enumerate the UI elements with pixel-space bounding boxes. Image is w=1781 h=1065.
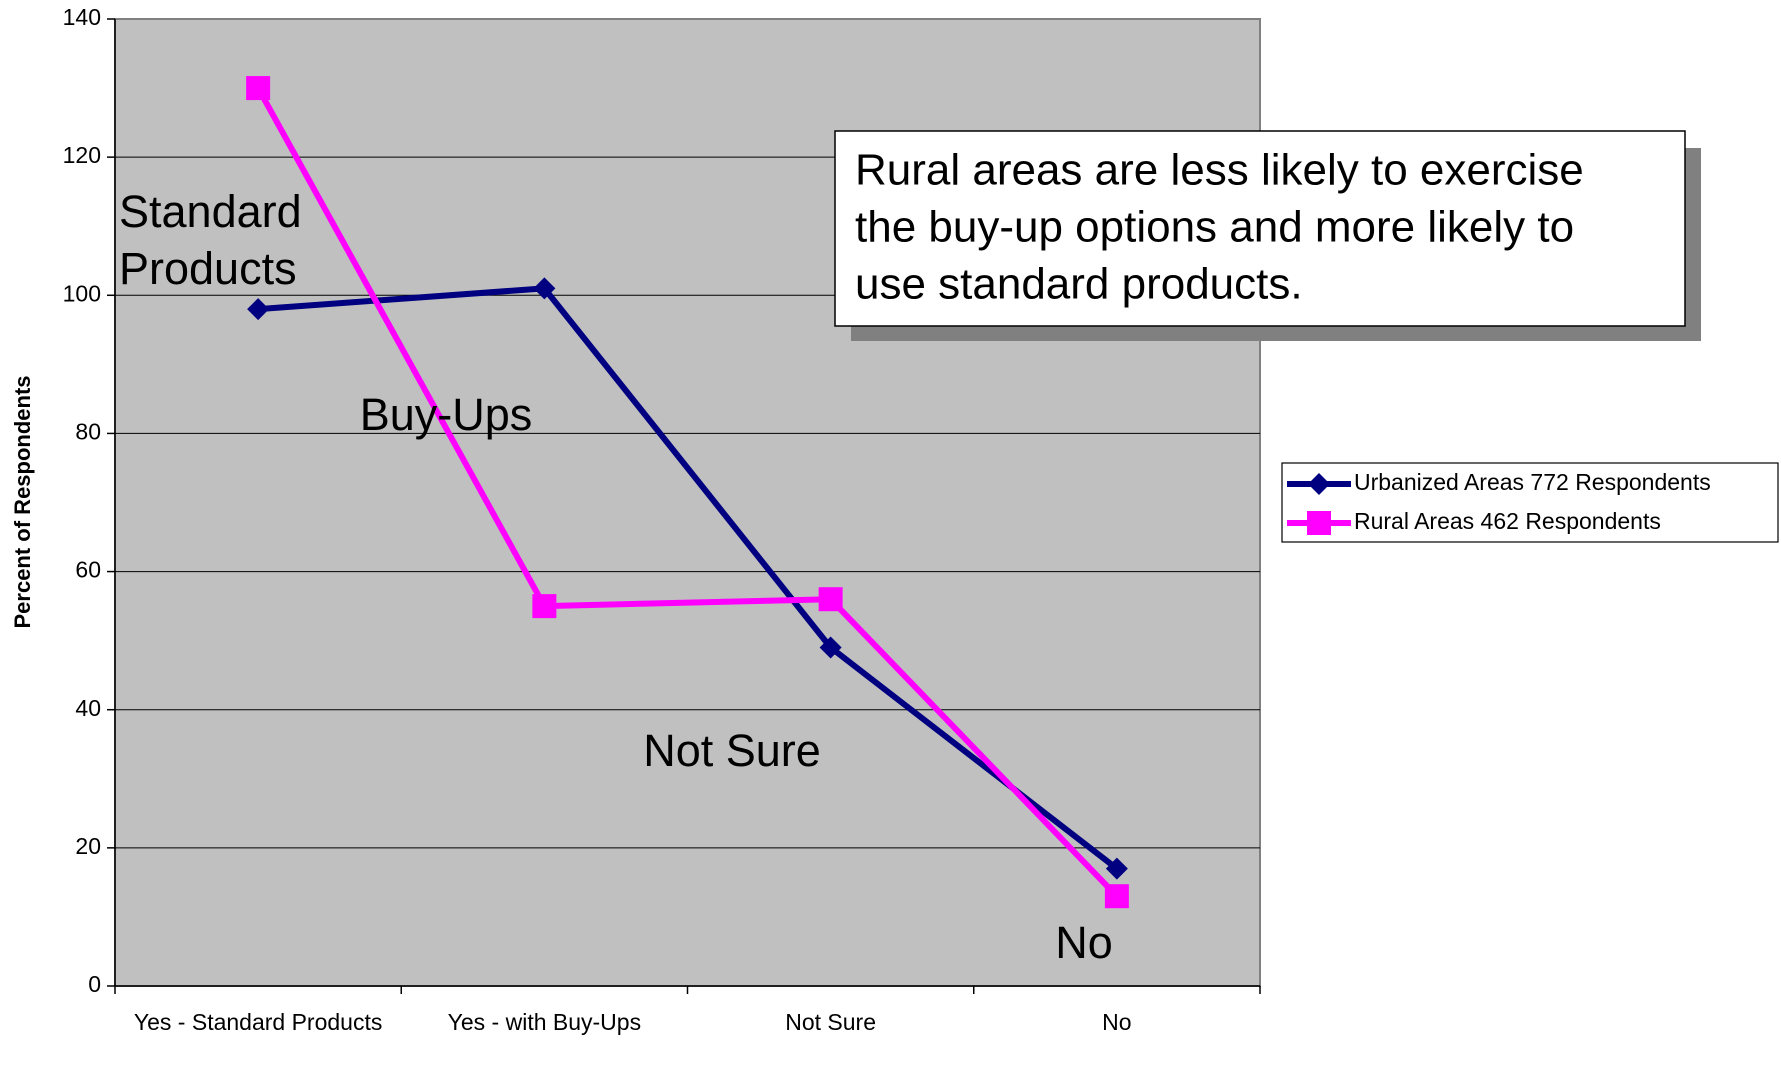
annotation: Buy-Ups bbox=[360, 389, 533, 440]
x-tick-label: Not Sure bbox=[785, 1009, 876, 1035]
annotation: Not Sure bbox=[643, 725, 821, 776]
y-tick-label: 40 bbox=[75, 695, 101, 721]
legend-marker bbox=[1308, 473, 1330, 495]
marker bbox=[1105, 857, 1128, 880]
legend-box bbox=[1281, 462, 1779, 543]
y-tick-label: 100 bbox=[63, 280, 101, 306]
y-tick-label: 20 bbox=[75, 833, 101, 859]
y-axis-label: Percent of Respondents bbox=[10, 375, 35, 628]
annotation: No bbox=[1055, 917, 1113, 968]
x-tick-label-box: Yes - with Buy-Ups bbox=[447, 1009, 642, 1035]
marker bbox=[532, 594, 557, 619]
callout-box bbox=[834, 130, 1686, 327]
marker bbox=[818, 587, 843, 612]
x-tick-label: No bbox=[1102, 1009, 1132, 1035]
marker bbox=[247, 298, 270, 321]
series-line bbox=[257, 285, 1119, 871]
x-tick-label-box: Not Sure bbox=[785, 1009, 876, 1035]
x-tick-label: Yes - Standard Products bbox=[133, 1009, 383, 1035]
marker bbox=[533, 277, 556, 300]
x-tick-label: Yes - with Buy-Ups bbox=[447, 1009, 642, 1035]
y-tick-label: 80 bbox=[75, 419, 101, 445]
marker bbox=[1104, 884, 1129, 909]
legend-label: Rural Areas 462 Respondents bbox=[1354, 508, 1661, 534]
callout-text: Rural areas are less likely to exercise bbox=[855, 146, 1584, 195]
annotation: Standard Products bbox=[119, 186, 302, 294]
x-tick-label-box: Yes - Standard Products bbox=[133, 1009, 383, 1035]
callout-text: the buy-up options and more likely to bbox=[855, 203, 1574, 252]
marker bbox=[246, 76, 271, 101]
legend-label: Urbanized Areas 772 Respondents bbox=[1354, 469, 1711, 495]
legend-marker bbox=[1307, 511, 1331, 535]
x-tick-label-box: No bbox=[1102, 1009, 1132, 1035]
y-tick-label: 140 bbox=[63, 4, 101, 30]
y-tick-label: 0 bbox=[88, 971, 101, 997]
marker bbox=[819, 636, 842, 659]
y-tick-label: 60 bbox=[75, 557, 101, 583]
series-line bbox=[255, 86, 1120, 899]
y-tick-label: 120 bbox=[63, 142, 101, 168]
callout-text: use standard products. bbox=[855, 260, 1303, 309]
